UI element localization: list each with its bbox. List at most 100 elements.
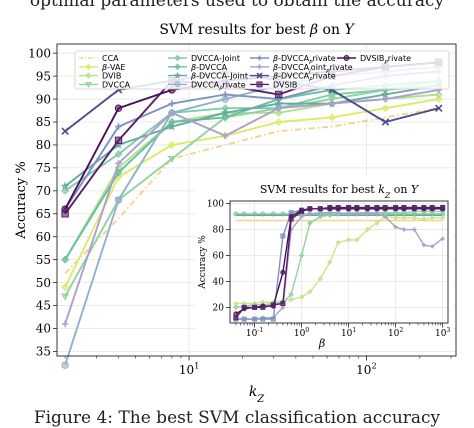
inset-background	[196, 175, 453, 351]
chart-title: SVM results for best β on Y	[159, 22, 355, 38]
data-point	[274, 90, 283, 99]
data-point	[392, 215, 399, 221]
tick-label-y: 70	[36, 184, 51, 198]
series-line	[64, 88, 439, 325]
data-point	[439, 215, 446, 221]
data-point	[288, 216, 294, 222]
tick-label-x: 100	[294, 327, 309, 339]
data-point	[328, 113, 336, 122]
data-point	[270, 302, 276, 308]
legend-swatch-marker	[173, 71, 182, 79]
y-axis-label: Accuracy %	[14, 161, 29, 239]
data-point	[401, 227, 406, 232]
legend-swatch-marker	[85, 63, 92, 71]
data-point	[280, 233, 286, 239]
data-point	[280, 301, 286, 307]
tick-label-x: 102	[388, 327, 403, 339]
tick-label-x: 102	[356, 361, 377, 377]
data-point	[317, 276, 324, 282]
legend: CCAβ-VAEDVIBDVCCADVCCA-Jointβ-DVCCAβ-DVC…	[74, 50, 450, 92]
data-point	[374, 204, 380, 210]
data-point	[392, 209, 399, 216]
data-point	[327, 212, 333, 218]
data-point	[327, 210, 332, 215]
inset-title: SVM results for best kZ on Y	[260, 183, 420, 200]
inset-y-axis-label: Accuracy %	[198, 235, 208, 290]
data-point	[280, 305, 285, 310]
data-point	[317, 213, 324, 220]
legend-label: β-DVCCA	[190, 63, 228, 72]
legend-swatch-marker	[256, 72, 263, 79]
data-point	[233, 304, 239, 311]
legend-label: β-DVCCA-Joint	[190, 72, 248, 81]
legend-item: DVIB	[79, 72, 121, 81]
data-point	[412, 227, 417, 232]
legend-swatch-marker	[174, 81, 181, 88]
data-point	[429, 215, 435, 221]
series-9	[61, 86, 443, 328]
tick-label-y: 45	[36, 299, 51, 313]
data-point	[260, 316, 266, 322]
page-text-top: optimal parameters used to obtain the ac…	[29, 0, 445, 11]
data-point	[434, 95, 443, 103]
data-point	[346, 211, 351, 216]
data-point	[421, 243, 426, 248]
inset-ticks: 20 40 60 80 100 10-1 100 101 102 103	[207, 200, 451, 339]
legend-swatch-marker	[343, 55, 350, 61]
data-point	[346, 204, 352, 210]
legend-item: DVCCAPrivate	[168, 80, 246, 92]
legend-swatch-marker	[257, 55, 262, 61]
tick-label-y: 90	[36, 92, 51, 106]
data-point	[114, 136, 123, 145]
legend-item: β-DVCCA-Joint	[168, 72, 248, 81]
data-point	[61, 361, 69, 369]
tick-label-y: 65	[36, 207, 51, 221]
inset-grid	[230, 201, 448, 323]
data-point	[115, 160, 122, 167]
data-point	[327, 259, 333, 265]
data-point	[299, 214, 304, 219]
tick-label-y: 80	[36, 138, 51, 152]
legend-item: β-DVCCAJointPrivate	[250, 63, 353, 75]
legend-item: DVSIB	[250, 80, 297, 89]
data-point	[299, 208, 305, 214]
data-point	[393, 224, 398, 229]
data-point	[381, 118, 390, 126]
data-point	[114, 104, 123, 112]
series-0	[64, 107, 439, 275]
data-point	[270, 316, 276, 322]
data-point	[327, 204, 333, 210]
ticks: 35 40 45 50 55 60 65 70 75 80 85 90 95 100 101 102	[28, 46, 452, 377]
legend-swatch-marker	[174, 54, 181, 62]
data-point	[168, 100, 176, 107]
data-point	[381, 104, 390, 113]
data-point	[354, 204, 360, 210]
data-point	[335, 239, 341, 246]
tick-label-y: 95	[36, 69, 51, 83]
data-point	[434, 90, 443, 99]
legend-label: β-DVCCAPrivate	[272, 72, 336, 84]
data-point	[307, 289, 313, 295]
legend-item: β-DVCCAPrivate	[250, 72, 336, 84]
legend-label: DVSIB	[273, 80, 297, 89]
data-point	[307, 220, 313, 226]
legend-swatch-marker	[256, 81, 263, 88]
data-point	[61, 205, 69, 213]
data-point	[383, 214, 388, 219]
series-8	[233, 204, 446, 321]
data-point	[288, 291, 294, 298]
tick-label-y: 100	[28, 46, 51, 60]
data-point	[440, 236, 445, 241]
legend-item: β-VAE	[79, 63, 125, 72]
data-point	[61, 320, 69, 328]
legend-item: DVCCA	[79, 80, 131, 89]
data-point	[374, 220, 380, 226]
legend-label: CCA	[102, 54, 119, 63]
legend-label: β-VAE	[101, 63, 125, 72]
data-point	[114, 150, 123, 159]
data-point	[336, 210, 341, 215]
legend-item: DVSIBPrivate	[337, 54, 411, 66]
legend-item: β-DVCCAPrivate	[250, 54, 336, 66]
series-line	[64, 107, 439, 275]
data-point	[241, 316, 247, 322]
